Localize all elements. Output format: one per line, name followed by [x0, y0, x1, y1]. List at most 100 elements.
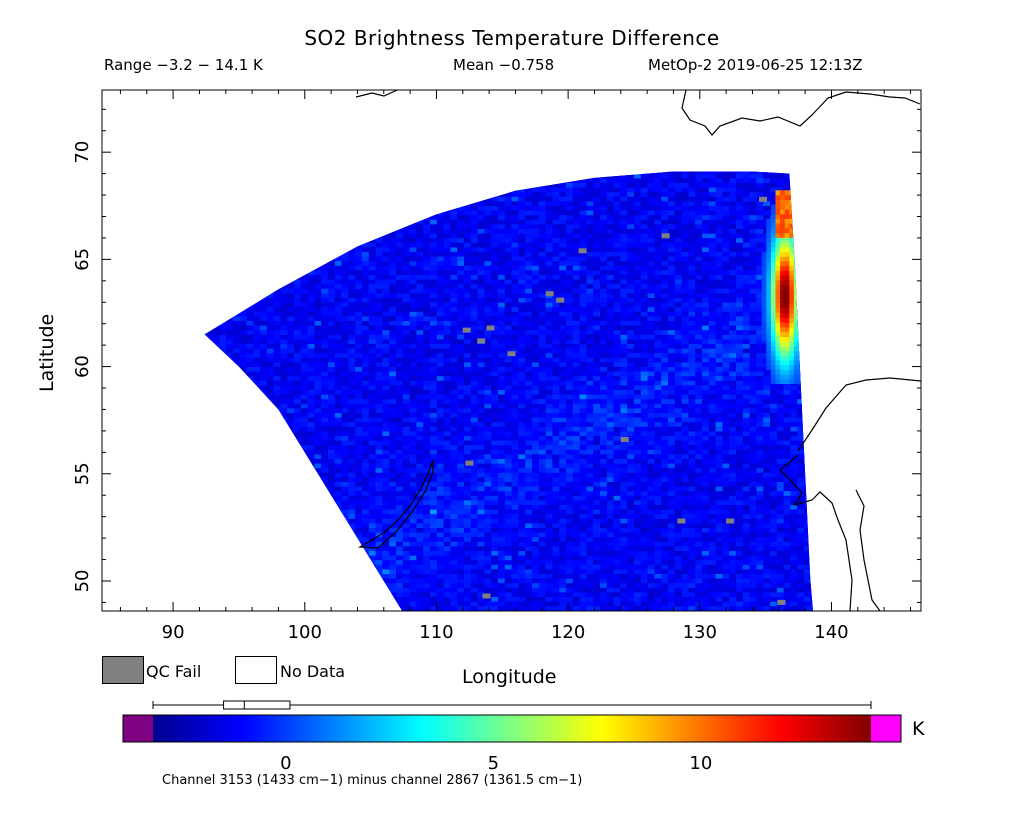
swath-pixel	[654, 403, 662, 409]
swath-pixel	[443, 321, 451, 326]
swath-pixel	[450, 252, 458, 257]
swath-pixel	[729, 224, 737, 230]
swath-pixel	[355, 380, 363, 386]
swath-pixel	[246, 339, 254, 345]
swath-pixel	[606, 311, 614, 317]
swath-pixel	[702, 385, 710, 391]
swath-pixel	[307, 334, 315, 340]
swath-pixel	[715, 279, 723, 285]
swath-pixel	[579, 183, 587, 188]
swath-pixel	[620, 219, 628, 225]
swath-pixel	[409, 192, 417, 198]
swath-pixel	[368, 316, 376, 322]
swath-pixel	[695, 270, 703, 276]
swath-pixel	[668, 183, 676, 188]
swath-pixel	[204, 233, 206, 239]
swath-pixel	[729, 321, 737, 326]
swath-pixel	[328, 238, 336, 244]
swath-pixel	[484, 196, 492, 202]
swath-pixel	[314, 288, 322, 294]
swath-pixel	[498, 284, 506, 290]
swath-pixel	[512, 165, 519, 170]
swath-pixel	[525, 362, 533, 368]
swath-pixel	[355, 247, 363, 253]
swath-pixel	[300, 408, 308, 414]
swath-pixel	[613, 206, 621, 211]
swath-pixel	[239, 403, 247, 409]
swath-pixel	[232, 390, 240, 395]
swath-pixel	[375, 316, 383, 322]
swath-pixel	[593, 256, 601, 262]
swath-pixel	[204, 275, 206, 280]
swath-pixel	[362, 344, 370, 349]
swath-pixel	[204, 321, 206, 326]
swath-pixel	[368, 307, 376, 313]
swath-pixel	[314, 192, 322, 198]
swath-pixel	[273, 376, 281, 382]
swath-pixel	[192, 275, 199, 280]
swath-pixel	[504, 339, 512, 345]
swath-pixel	[708, 362, 716, 368]
swath-pixel	[627, 210, 635, 216]
swath-pixel	[525, 307, 533, 313]
swath-pixel	[742, 316, 750, 322]
swath-pixel	[525, 183, 533, 188]
swath-pixel	[246, 196, 254, 202]
swath-pixel	[464, 206, 472, 211]
swath-pixel	[674, 284, 682, 290]
swath-pixel	[634, 210, 642, 216]
swath-pixel	[504, 238, 512, 244]
swath-pixel	[219, 178, 227, 184]
swath-pixel	[232, 206, 240, 211]
swath-pixel	[430, 371, 438, 377]
swath-pixel	[708, 399, 716, 405]
swath-pixel	[722, 187, 730, 193]
swath-pixel	[559, 371, 567, 377]
swath-pixel	[674, 376, 682, 382]
swath-pixel	[532, 252, 540, 257]
satellite-time-text: MetOp-2 2019-06-25 12:13Z	[648, 56, 863, 74]
swath-pixel	[722, 357, 730, 363]
swath-pixel	[688, 247, 696, 253]
swath-pixel	[715, 178, 723, 184]
swath-pixel	[756, 367, 764, 372]
swath-pixel	[402, 334, 410, 340]
swath-pixel	[368, 201, 376, 207]
swath-pixel	[681, 390, 689, 395]
swath-pixel	[436, 394, 444, 400]
swath-pixel	[484, 334, 492, 340]
swath-pixel	[212, 376, 220, 382]
swath-pixel	[205, 238, 213, 244]
swath-pixel	[450, 371, 458, 377]
swath-pixel	[260, 233, 268, 239]
swath-pixel	[266, 334, 274, 340]
swath-pixel	[668, 385, 676, 391]
swath-pixel	[736, 173, 744, 179]
swath-pixel	[382, 165, 389, 170]
swath-pixel	[613, 284, 621, 290]
swath-pixel	[525, 380, 533, 386]
swath-pixel	[647, 238, 655, 244]
swath-pixel	[627, 353, 635, 359]
swath-pixel	[647, 316, 655, 322]
swath-pixel	[532, 215, 540, 221]
swath-pixel	[749, 316, 757, 322]
swath-pixel	[348, 399, 356, 405]
swath-pixel	[647, 256, 655, 262]
swath-pixel	[266, 348, 274, 354]
swath-pixel	[640, 302, 648, 308]
swath-pixel	[226, 284, 234, 290]
swath-pixel	[804, 339, 812, 345]
swath-pixel	[627, 275, 635, 280]
swath-pixel	[810, 219, 814, 225]
swath-pixel	[654, 173, 662, 179]
swath-pixel	[402, 307, 410, 313]
swath-pixel	[708, 206, 716, 211]
swath-pixel	[620, 321, 628, 326]
swath-pixel	[253, 247, 261, 253]
swath-pixel	[300, 380, 308, 386]
swath-pixel	[600, 196, 608, 202]
swath-pixel	[756, 385, 764, 391]
swath-pixel	[498, 330, 506, 336]
swath-pixel	[212, 219, 220, 225]
